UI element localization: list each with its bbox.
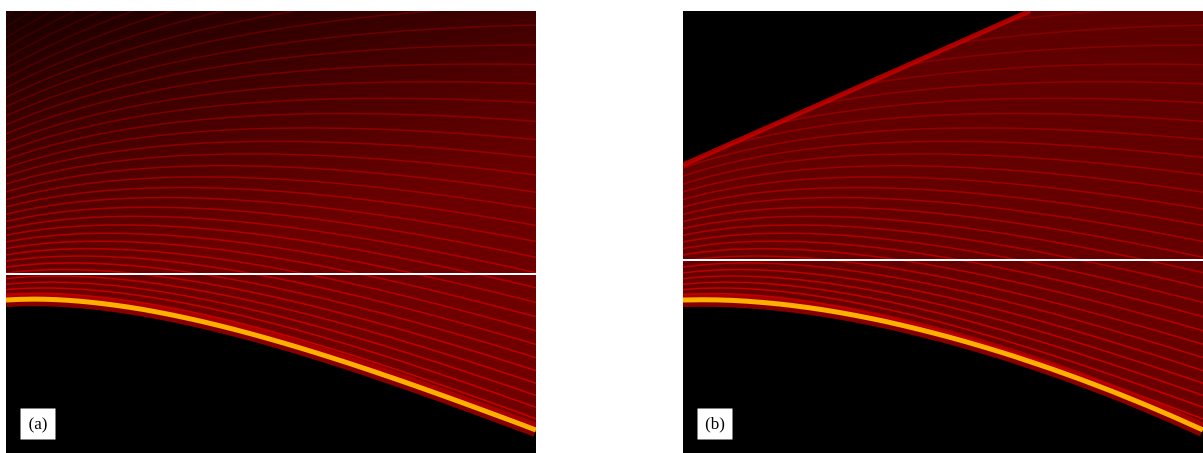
- fringe: [683, 0, 1203, 5]
- fringe: [6, 0, 536, 5]
- panel-a: [6, 0, 536, 453]
- panel-label: (b): [705, 414, 725, 433]
- panel-b: [683, 0, 1203, 453]
- panel-label: (a): [29, 414, 48, 433]
- figure: (a) (b): [0, 0, 1203, 453]
- page: (a) (b) (() => { const data = JSON.parse…: [0, 0, 1203, 453]
